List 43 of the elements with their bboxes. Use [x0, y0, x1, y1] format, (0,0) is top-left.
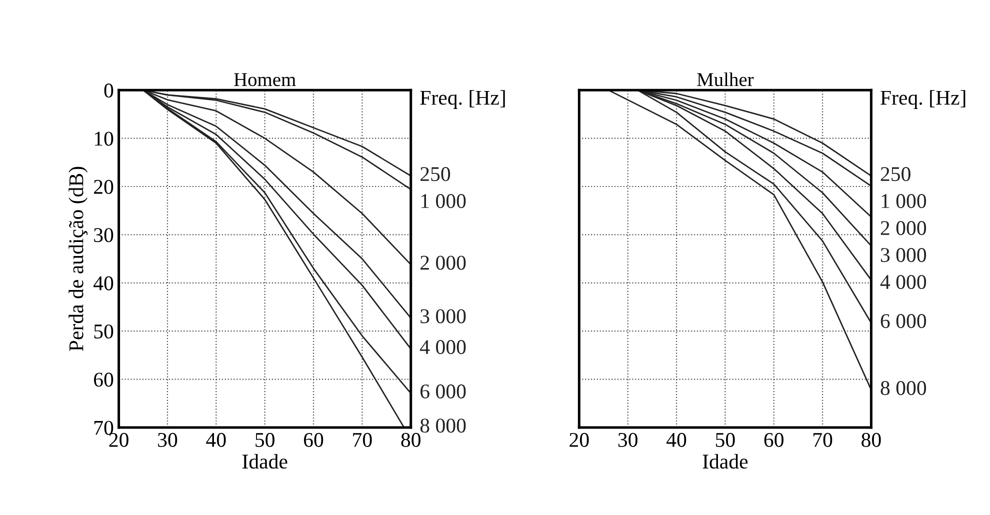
x-tick-label: 80 [401, 432, 420, 447]
series-label: 4 000 [420, 340, 466, 354]
y-tick-label: 70 [94, 420, 114, 435]
series-label: 4 000 [880, 275, 926, 290]
legend-title: Freq. [Hz] [420, 90, 505, 110]
y-tick-label: 10 [94, 132, 114, 146]
chart-title: Mulher [697, 72, 754, 86]
x-tick-label: 60 [304, 432, 324, 447]
series-label: 3 000 [420, 309, 466, 324]
y-axis-title: Perda de audição (dB) [68, 166, 88, 352]
x-tick-label: 40 [206, 432, 226, 447]
series-label: 2 000 [880, 221, 926, 236]
y-tick-label: 50 [94, 324, 114, 339]
legend-title: Freq. [Hz] [880, 90, 966, 110]
x-tick-label: 50 [716, 432, 735, 447]
x-tick-label: 40 [666, 432, 686, 447]
y-tick-label: 20 [94, 180, 114, 194]
x-tick-label: 70 [813, 432, 832, 447]
series-label: 3 000 [880, 248, 926, 262]
series-label: 1 000 [421, 194, 466, 208]
y-tick-label: 60 [94, 372, 114, 387]
x-axis-title: Idade [702, 454, 748, 469]
series-label: 250 [420, 167, 450, 182]
x-tick-label: 60 [764, 432, 784, 447]
series-label: 1 000 [882, 194, 926, 208]
x-tick-label: 20 [109, 432, 128, 447]
series-label: 250 [880, 167, 910, 182]
x-tick-label: 70 [353, 432, 372, 447]
x-tick-label: 30 [618, 432, 638, 447]
x-tick-label: 50 [256, 432, 274, 447]
x-tick-label: 80 [862, 432, 881, 447]
series-label: 8 000 [420, 418, 466, 433]
series-label: 6 000 [880, 314, 926, 328]
x-tick-label: 30 [158, 432, 178, 447]
x-axis-title: Idade [242, 454, 288, 469]
y-tick-label: 0 [104, 84, 114, 98]
y-tick-label: 40 [94, 276, 114, 290]
x-tick-label: 20 [570, 432, 589, 447]
chart-title: Homem [234, 73, 296, 86]
y-tick-label: 30 [94, 228, 114, 242]
series-label: 6 000 [420, 384, 466, 398]
series-label: 8 000 [880, 381, 926, 396]
series-label: 2 000 [420, 256, 466, 270]
